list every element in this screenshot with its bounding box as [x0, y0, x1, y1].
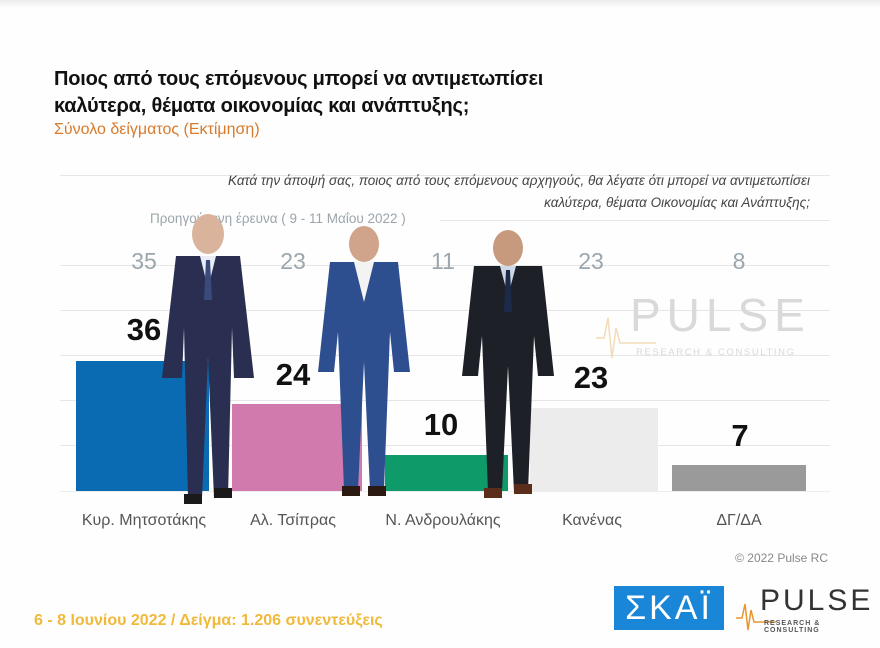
watermark-text: PULSE: [630, 289, 811, 341]
bar-dgda: [672, 465, 806, 491]
person-photo-androulakis: [462, 230, 554, 498]
title-line-2: καλύτερα, θέματα οικονομίας και ανάπτυξη…: [54, 95, 470, 117]
category-label-kanenas: Κανένας: [562, 512, 622, 529]
value-label-kanenas: 23: [573, 360, 609, 395]
value-label-tsipras: 24: [275, 357, 311, 392]
chart-title: Ποιος από τους επόμενους μπορεί να αντιμ…: [54, 66, 543, 120]
prev-value-tsipras: 23: [280, 248, 306, 274]
value-label-mitsotakis: 36: [126, 312, 162, 347]
bar-tsipras: [232, 404, 362, 491]
pulse-watermark: PULSE RESEARCH & CONSULTING: [596, 288, 805, 368]
pulse-wave-icon: [596, 317, 656, 359]
survey-footer: 6 - 8 Ιουνίου 2022 / Δείγμα: 1.206 συνεν…: [34, 612, 383, 629]
gridline: [60, 175, 830, 176]
category-label-androulakis: Ν. Ανδρουλάκης: [385, 512, 501, 529]
bar-kanenas: [530, 408, 658, 491]
baseline: [60, 491, 830, 492]
question-line-1: Κατά την άποψή σας, ποιος από τους επόμε…: [227, 173, 810, 188]
gridline: [60, 310, 830, 311]
person-photo-tsipras: [318, 226, 410, 496]
pulse-wave-icon: [736, 603, 776, 631]
gridline: [60, 445, 830, 446]
title-line-1: Ποιος από τους επόμενους μπορεί να αντιμ…: [54, 68, 544, 90]
skai-logo: ΣΚΑΪ: [614, 586, 724, 630]
pulse-logo-subtext: RESEARCH & CONSULTING: [764, 620, 821, 634]
pulse-logo: PULSE RESEARCH & CONSULTING: [736, 584, 870, 634]
copyright-notice: © 2022 Pulse RC: [735, 551, 828, 565]
gridline: [60, 265, 830, 266]
prev-value-androulakis: 11: [431, 248, 455, 274]
value-label-androulakis: 10: [423, 407, 459, 442]
watermark-subtext: RESEARCH & CONSULTING: [636, 347, 796, 358]
category-label-mitsotakis: Κυρ. Μητσοτάκης: [81, 512, 207, 529]
gridline: [440, 220, 830, 221]
prev-value-mitsotakis: 35: [131, 248, 157, 274]
prev-value-dgda: 8: [732, 248, 746, 274]
category-label-dgda: ΔΓ/ΔΑ: [716, 512, 762, 529]
survey-question: Κατά την άποψή σας, ποιος από τους επόμε…: [110, 170, 810, 214]
gridline: [60, 400, 830, 401]
gridline: [60, 355, 830, 356]
prev-value-kanenas: 23: [578, 248, 604, 274]
value-label-dgda: 7: [731, 418, 749, 453]
category-label-tsipras: Αλ. Τσίπρας: [250, 512, 336, 529]
pulse-logo-text: PULSE: [760, 584, 874, 617]
chart-subtitle: Σύνολο δείγματος (Εκτίμηση): [54, 121, 260, 138]
top-shade: [0, 0, 880, 8]
person-photo-mitsotakis: [162, 214, 254, 504]
question-line-2: καλύτερα, θέματα Οικονομίας και Ανάπτυξη…: [544, 195, 810, 210]
